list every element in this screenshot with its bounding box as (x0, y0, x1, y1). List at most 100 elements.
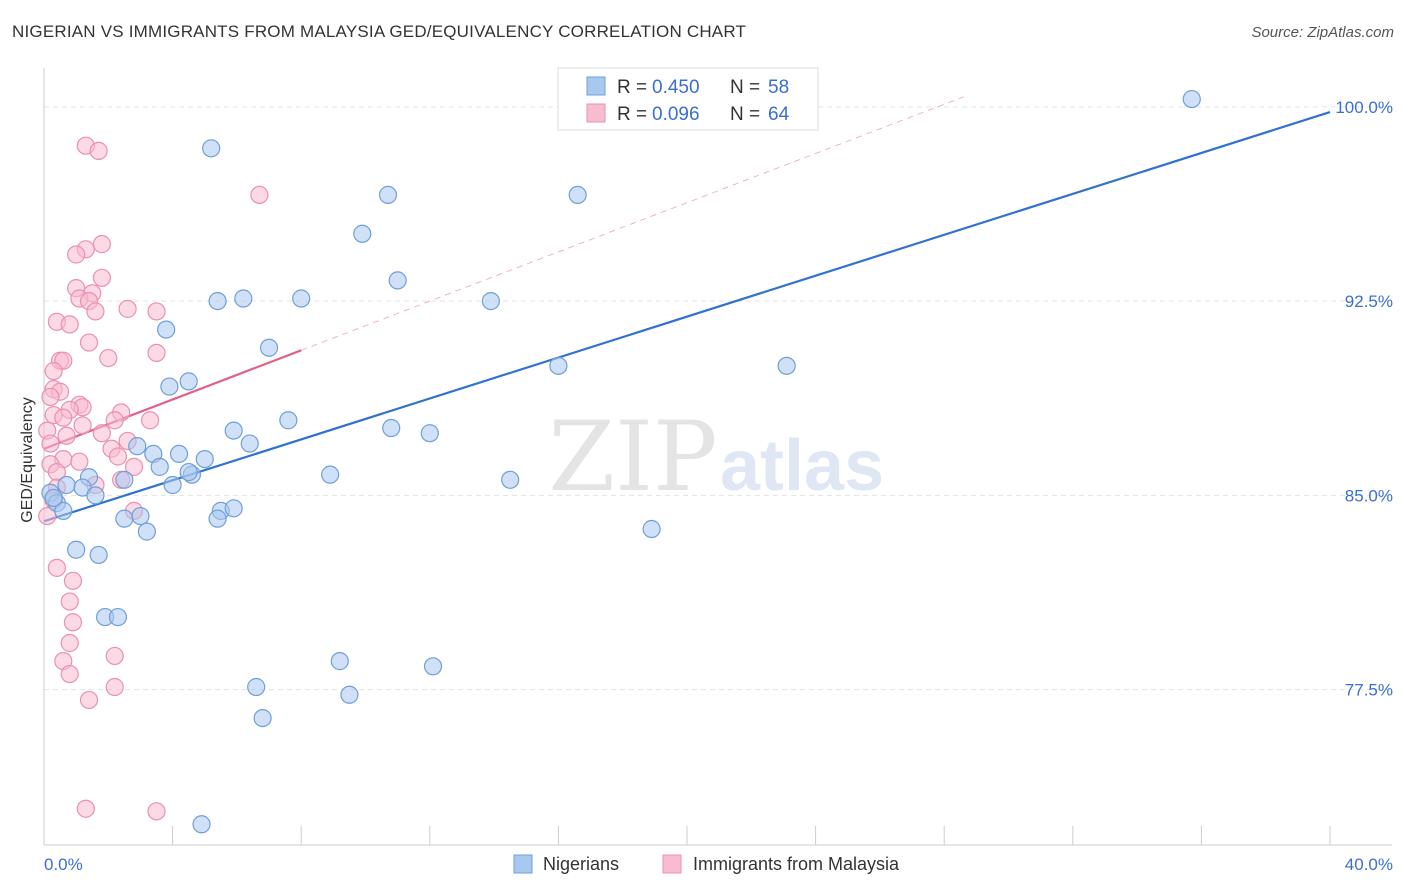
malaysia-point (47, 558, 66, 577)
legend-n-label-nigerians: N = (730, 77, 760, 98)
legend-n-value-malaysia: 64 (768, 104, 790, 125)
nigerians-point (1182, 89, 1201, 109)
axes (43, 68, 1392, 846)
y-axis-label: GED/Equivalency (19, 397, 36, 522)
nigerians-point (179, 372, 198, 391)
nigerians-point (179, 462, 198, 482)
nigerians-point (157, 320, 176, 339)
malaysia-point (57, 426, 76, 445)
malaysia-point (60, 315, 79, 334)
malaysia-point (79, 690, 99, 710)
tick-labels: 77.5% 85.0% 92.5% 100.0% 0.0% 40.0% (44, 98, 1393, 874)
malaysia-point (44, 361, 63, 381)
watermark-zip: ZIP (548, 401, 717, 513)
nigerians-point (353, 224, 372, 243)
malaysia-point (105, 411, 124, 430)
legend-r-label-nigerians: R = (617, 77, 647, 98)
chart-title: NIGERIAN VS IMMIGRANTS FROM MALAYSIA GED… (12, 22, 747, 41)
malaysia-point (147, 302, 166, 321)
malaysia-point (63, 613, 83, 632)
nigerians-point (234, 289, 253, 308)
nigerians-point (137, 522, 156, 541)
nigerians-point (279, 411, 298, 430)
nigerians-point (292, 289, 311, 308)
bottom-legend-swatch-malaysia (662, 854, 682, 874)
nigerians-point (115, 509, 134, 528)
y-tick-label: 85.0% (1345, 486, 1393, 505)
stats-legend: R = 0.450 N = 58 R = 0.096 N = 64 (557, 67, 819, 131)
x-tick-label-max: 40.0% (1345, 855, 1393, 874)
legend-n-value-nigerians: 58 (768, 77, 789, 98)
x-tick-label-min: 0.0% (44, 855, 83, 874)
y-tick-label: 77.5% (1345, 681, 1393, 700)
nigerians-point (321, 465, 340, 484)
series-legend: Nigerians Immigrants from Malaysia (513, 854, 900, 874)
bottom-legend-label-malaysia: Immigrants from Malaysia (693, 854, 900, 874)
nigerians-point (568, 185, 587, 205)
nigerians-point (160, 377, 179, 396)
nigerians-point (501, 470, 520, 489)
data-points (38, 89, 1201, 834)
nigerians-point (642, 519, 661, 539)
bottom-legend-swatch-nigerians (513, 854, 533, 874)
y-tick-label: 100.0% (1335, 98, 1393, 117)
malaysia-point (54, 408, 73, 427)
nigerians-point (253, 708, 272, 728)
nigerians-point (423, 657, 443, 676)
nigerians-point (208, 509, 227, 528)
malaysia-point (41, 434, 60, 453)
watermark-atlas: atlas (720, 426, 884, 506)
nigerians-point (224, 421, 243, 440)
nigerians-point (86, 486, 105, 505)
malaysia-point (89, 141, 108, 160)
malaysia-point (140, 411, 160, 430)
malaysia-point (73, 416, 92, 435)
malaysia-point (108, 447, 128, 466)
nigerians-point (340, 685, 359, 704)
malaysia-point (60, 633, 79, 653)
nigerians-point (89, 545, 108, 565)
malaysia-point (60, 664, 79, 684)
malaysia-point (92, 235, 111, 254)
nigerians-point (44, 488, 63, 508)
nigerians-point (420, 424, 439, 443)
nigerians-point (67, 540, 86, 559)
malaysia-point (99, 348, 118, 368)
nigerians-point (192, 815, 211, 834)
nigerians-point (247, 677, 266, 697)
nigerians-point (195, 449, 214, 469)
nigerians-point (208, 292, 227, 311)
malaysia-point (92, 424, 111, 443)
legend-r-label-malaysia: R = (617, 104, 647, 125)
malaysia-point (105, 677, 124, 697)
nigerians-point (382, 418, 401, 438)
nigerians-point (115, 470, 134, 489)
malaysia-point (70, 452, 89, 471)
nigerians-point (259, 338, 279, 357)
legend-swatch-nigerians (586, 76, 606, 96)
legend-n-label-malaysia: N = (730, 104, 760, 125)
malaysia-point (60, 592, 79, 611)
nigerians-point (150, 457, 169, 476)
nigerians-point (54, 501, 73, 520)
nigerians-point (224, 499, 243, 518)
malaysia-point (250, 185, 269, 205)
nigerians-point (549, 356, 568, 375)
malaysia-point (105, 646, 124, 666)
nigerians-point (57, 475, 76, 495)
bottom-legend-label-nigerians: Nigerians (543, 854, 619, 874)
malaysia-point (86, 302, 105, 321)
malaysia-point (76, 799, 95, 818)
nigerians-point (388, 271, 407, 290)
malaysia-point (79, 333, 99, 352)
source-label: Source: ZipAtlas.com (1251, 24, 1394, 41)
malaysia-point (63, 571, 83, 590)
nigerians-point (481, 292, 500, 311)
nigerians-point (777, 356, 796, 375)
nigerians-point (240, 434, 259, 453)
nigerians-point (131, 506, 150, 526)
malaysia-point (67, 245, 86, 264)
malaysia-point (124, 457, 144, 476)
malaysia-point (38, 506, 57, 526)
